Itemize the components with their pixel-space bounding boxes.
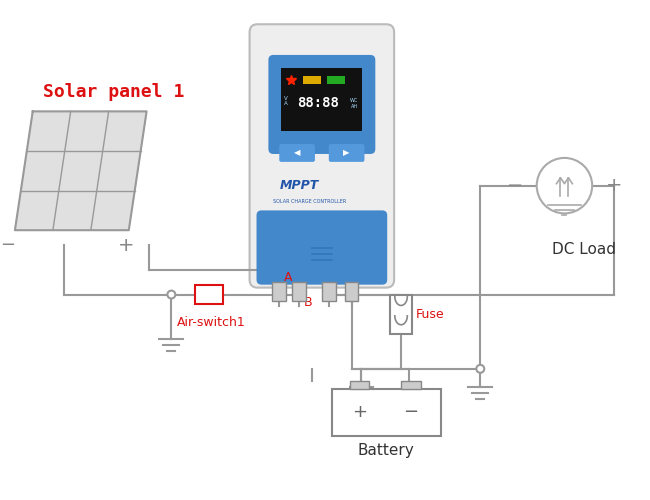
Text: A: A	[284, 271, 292, 284]
Bar	[303, 76, 321, 84]
FancyBboxPatch shape	[280, 144, 315, 162]
Text: ◀: ◀	[294, 148, 300, 158]
Text: Battery: Battery	[358, 444, 415, 458]
Bar	[401, 380, 421, 388]
Text: DC Load: DC Load	[552, 242, 616, 258]
Bar	[292, 282, 306, 302]
Text: Air-switch1: Air-switch1	[177, 316, 246, 329]
Bar	[344, 282, 359, 302]
Text: +: +	[352, 404, 367, 421]
Circle shape	[537, 158, 592, 214]
FancyBboxPatch shape	[329, 144, 365, 162]
Text: −: −	[404, 404, 419, 421]
Text: Solar panel 1: Solar panel 1	[43, 82, 184, 100]
Text: −: −	[507, 176, 523, 195]
Text: 88:88: 88:88	[297, 96, 339, 110]
Text: +: +	[118, 236, 134, 255]
FancyBboxPatch shape	[257, 210, 387, 284]
Bar	[272, 282, 286, 302]
Bar	[332, 388, 441, 436]
Text: SOLAR CHARGE CONTROLLER: SOLAR CHARGE CONTROLLER	[274, 199, 346, 204]
Text: V
A: V A	[284, 96, 288, 106]
Bar	[281, 68, 363, 131]
FancyBboxPatch shape	[268, 55, 375, 154]
Circle shape	[168, 290, 176, 298]
Bar	[390, 294, 412, 334]
FancyBboxPatch shape	[250, 24, 394, 287]
Text: +: +	[606, 176, 622, 195]
Circle shape	[476, 365, 484, 373]
Bar	[322, 282, 336, 302]
Bar	[350, 380, 369, 388]
Bar	[327, 76, 344, 84]
Text: WC
AH: WC AH	[350, 98, 359, 109]
Text: B: B	[304, 296, 313, 309]
Text: −: −	[1, 236, 16, 254]
Text: Fuse: Fuse	[416, 308, 445, 321]
Polygon shape	[15, 112, 147, 230]
Text: ▶: ▶	[343, 148, 350, 158]
Bar	[195, 284, 223, 304]
Text: MPPT: MPPT	[280, 179, 318, 192]
